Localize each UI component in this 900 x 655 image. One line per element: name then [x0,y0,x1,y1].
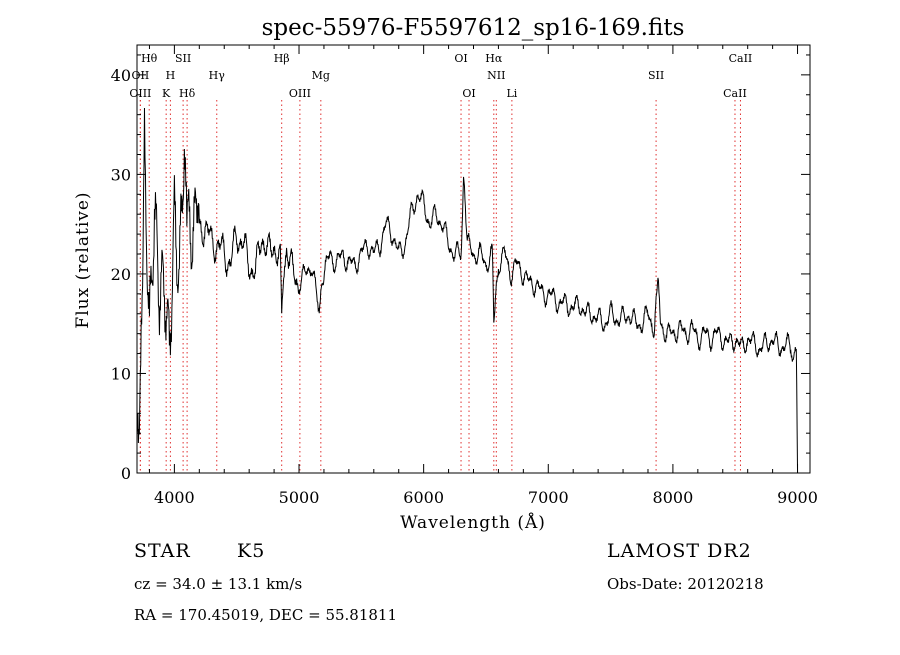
y-tick-label: 20 [111,265,131,284]
x-tick-label: 4000 [154,488,195,507]
y-tick-label: 40 [111,66,131,85]
y-axis-label: Flux (relative) [73,191,93,328]
spectral-line-label: OII [132,69,150,82]
redshift-velocity: cz = 34.0 ± 13.1 km/s [134,575,302,593]
chart-title: spec-55976-F5597612_sp16-169.fits [262,15,685,41]
x-axis-label: Wavelength (Å) [400,512,546,533]
spectral-line-label: Hα [485,52,503,65]
spectral-line-label: Hθ [141,52,158,65]
y-tick-label: 10 [111,364,131,383]
spectral-line-label: K [162,87,171,100]
spectral-line-label: H [166,69,176,82]
spectral-line-label: NII [487,69,505,82]
x-tick-label: 6000 [403,488,444,507]
spectral-line-label: Mg [312,69,330,82]
y-axis-ticks: 0 10 20 30 40 [111,54,810,483]
survey-name: LAMOST DR2 [607,540,752,562]
object-class: STAR [134,540,191,562]
spectral-line-label: SII [175,52,191,65]
spectral-line-label: Hγ [209,69,226,82]
spectrum-line [136,107,799,474]
spectral-line-label: Hβ [274,52,290,65]
spectral-line-label: OIII [129,87,151,100]
plot-frame [136,44,811,474]
spectral-line-label: CaII [723,87,747,100]
x-tick-label: 5000 [279,488,320,507]
x-tick-label: 8000 [653,488,694,507]
observation-date: Obs-Date: 20120218 [607,575,764,593]
x-tick-label: 9000 [777,488,818,507]
object-subclass: K5 [237,540,265,562]
y-tick-label: 30 [111,165,131,184]
x-axis-ticks: 4000 5000 6000 7000 8000 9000 [148,45,818,507]
y-tick-label: 0 [121,464,131,483]
coordinates: RA = 170.45019, DEC = 55.81811 [134,606,397,624]
spectral-line-markers [139,100,741,473]
spectral-line-label: OIII [289,87,311,100]
spectral-line-label: Li [506,87,517,100]
spectral-line-label: OI [454,52,467,65]
spectral-line-label: SII [648,69,664,82]
spectrum-series [136,107,799,474]
x-tick-label: 7000 [528,488,569,507]
spectral-line-label: OI [462,87,475,100]
spectral-line-label: CaII [729,52,753,65]
spectral-line-label: Hδ [179,87,196,100]
